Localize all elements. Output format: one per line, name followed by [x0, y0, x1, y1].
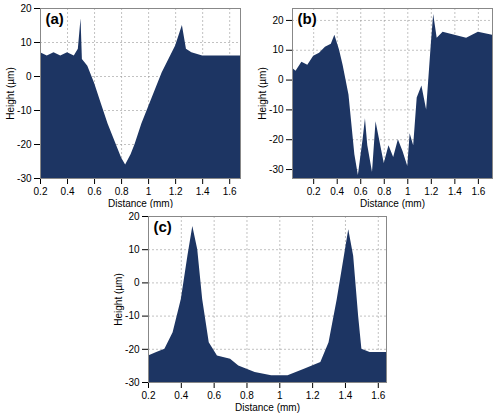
svg-text:0.4: 0.4 [330, 186, 344, 197]
svg-text:1.2: 1.2 [169, 186, 183, 197]
svg-text:10: 10 [272, 44, 284, 55]
svg-text:1.4: 1.4 [448, 186, 462, 197]
svg-text:0.6: 0.6 [354, 186, 368, 197]
svg-text:0.2: 0.2 [34, 186, 48, 197]
svg-text:0.4: 0.4 [61, 186, 75, 197]
svg-text:20: 20 [128, 211, 140, 222]
svg-text:(c): (c) [154, 218, 172, 235]
svg-text:10: 10 [20, 37, 32, 48]
svg-text:1.2: 1.2 [306, 390, 320, 401]
svg-text:-10: -10 [269, 104, 284, 115]
svg-text:-20: -20 [125, 344, 140, 355]
svg-text:0.4: 0.4 [174, 390, 188, 401]
svg-text:1.4: 1.4 [196, 186, 210, 197]
svg-text:Distance (mm): Distance (mm) [108, 198, 173, 209]
svg-text:0.8: 0.8 [240, 390, 254, 401]
svg-text:-10: -10 [125, 310, 140, 321]
svg-text:-20: -20 [269, 134, 284, 145]
svg-text:(a): (a) [46, 10, 64, 27]
svg-text:20: 20 [272, 15, 284, 26]
svg-text:Height (µm): Height (µm) [257, 67, 268, 119]
svg-text:0: 0 [26, 71, 32, 82]
svg-text:0.2: 0.2 [307, 186, 321, 197]
svg-text:0.8: 0.8 [115, 186, 129, 197]
svg-text:(b): (b) [298, 10, 317, 27]
svg-text:0: 0 [278, 74, 284, 85]
svg-text:-30: -30 [269, 164, 284, 175]
svg-text:1.2: 1.2 [424, 186, 438, 197]
svg-text:10: 10 [128, 244, 140, 255]
svg-text:1: 1 [405, 186, 411, 197]
svg-text:-30: -30 [17, 173, 32, 184]
svg-text:0.8: 0.8 [377, 186, 391, 197]
svg-text:0.6: 0.6 [88, 186, 102, 197]
svg-text:1.4: 1.4 [339, 390, 353, 401]
svg-text:1.6: 1.6 [471, 186, 485, 197]
svg-text:1.6: 1.6 [223, 186, 237, 197]
svg-text:20: 20 [20, 3, 32, 14]
svg-text:-20: -20 [17, 139, 32, 150]
svg-text:Height (µm): Height (µm) [5, 67, 16, 119]
svg-text:1.6: 1.6 [371, 390, 385, 401]
svg-text:Distance (mm): Distance (mm) [360, 198, 425, 209]
svg-text:-10: -10 [17, 105, 32, 116]
svg-text:0.6: 0.6 [207, 390, 221, 401]
svg-text:1: 1 [146, 186, 152, 197]
svg-text:0: 0 [134, 277, 140, 288]
svg-text:Distance (mm): Distance (mm) [235, 402, 300, 413]
svg-text:-30: -30 [125, 377, 140, 388]
svg-text:0.2: 0.2 [142, 390, 156, 401]
svg-text:Height (µm): Height (µm) [113, 273, 124, 325]
svg-text:1: 1 [277, 390, 283, 401]
